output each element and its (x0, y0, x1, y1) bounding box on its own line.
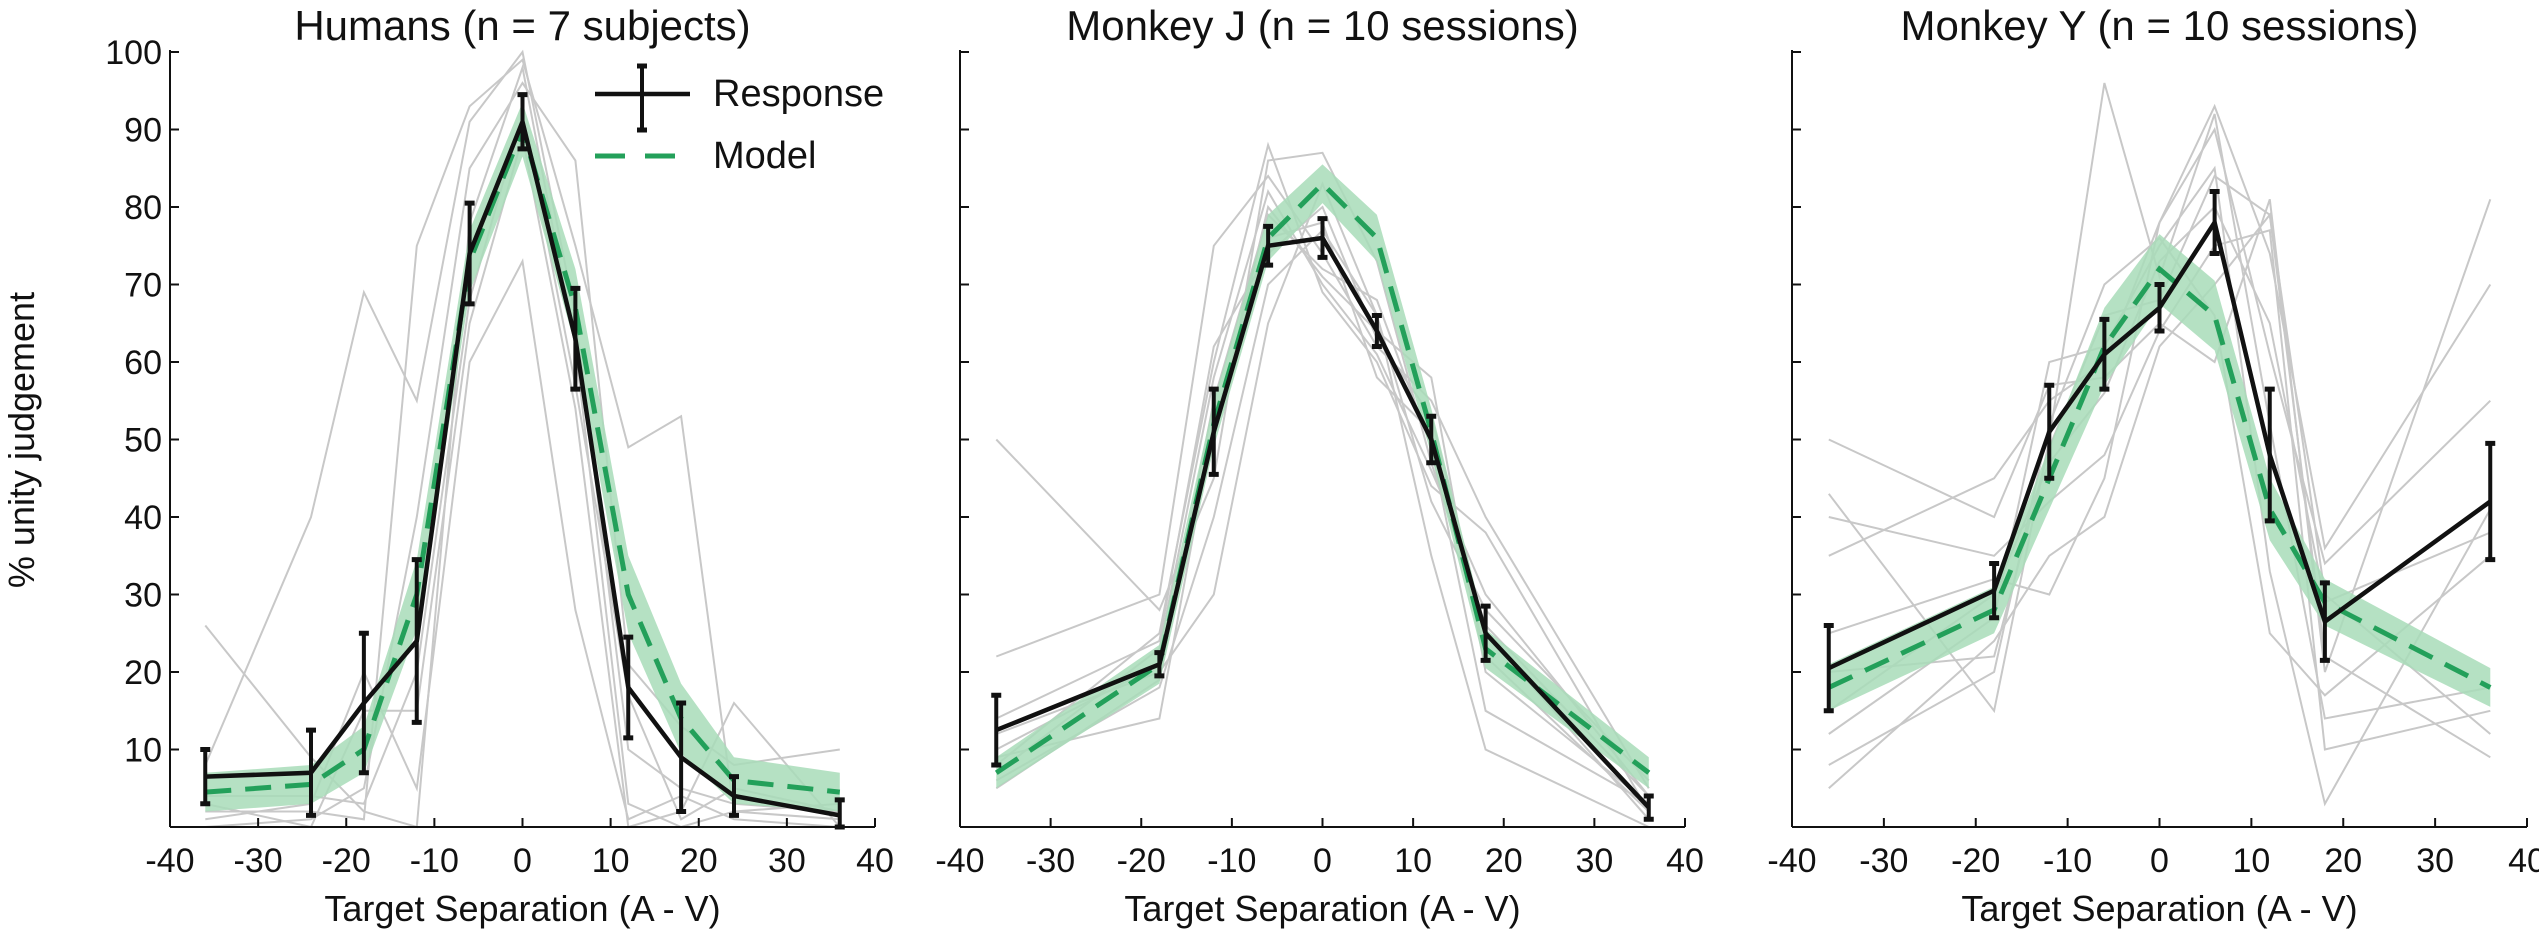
model-band (205, 102, 840, 812)
x-tick-label: 30 (768, 842, 806, 880)
model-line (205, 121, 841, 795)
x-tick-label: -40 (145, 842, 194, 880)
x-tick-label: 20 (680, 842, 718, 880)
x-tick-label: 0 (1313, 842, 1332, 880)
x-tick-label: -40 (935, 842, 984, 880)
legend-response-label: Response (713, 73, 884, 115)
y-tick-label: 30 (124, 577, 162, 615)
error-bar (306, 727, 316, 818)
y-tick-label: 50 (124, 422, 162, 460)
error-bar (729, 774, 739, 818)
y-tick-label: 80 (124, 189, 162, 227)
x-tick-label: 30 (2416, 842, 2454, 880)
x-tick-label: 30 (1575, 842, 1613, 880)
error-bar (1823, 623, 1834, 714)
individual-trace (205, 258, 840, 828)
x-tick-label: -30 (234, 842, 283, 880)
x-tick-label: 0 (2150, 842, 2169, 880)
individual-trace (1828, 103, 2492, 635)
x-tick-label: -10 (410, 842, 459, 880)
error-bar (200, 747, 211, 807)
x-tick-label: 40 (2508, 842, 2539, 880)
legend-model-label: Model (713, 135, 817, 177)
x-tick-label: -10 (1207, 842, 1256, 880)
error-bar (411, 557, 422, 725)
error-bar (1154, 650, 1165, 679)
error-bar (1208, 386, 1219, 477)
individual-trace (995, 188, 1650, 797)
error-bar (1643, 793, 1654, 822)
error-bar (1317, 216, 1328, 260)
error-bar (1263, 223, 1274, 268)
x-tick-label: -20 (1117, 842, 1166, 880)
individual-trace (205, 113, 841, 821)
x-tick-label: -30 (1026, 842, 1075, 880)
error-bar (2264, 386, 2275, 524)
error-bar (623, 634, 634, 741)
individual-trace (204, 63, 840, 829)
individual-trace (205, 58, 840, 821)
x-tick-label: -20 (1951, 842, 2000, 880)
panel-1: 10 20 30 40 50 60 70 80 90 100 -40 -30 -20 -10 0 10 20 30… (105, 2, 894, 929)
x-tick-label: -10 (2043, 842, 2092, 880)
error-bar (358, 630, 369, 776)
panel-2: -40 -30 -20 -10 0 10 20 30 40 Monkey J (n = 10 se… (935, 2, 1703, 929)
error-bar (2044, 382, 2055, 481)
x-tick-label: 40 (1666, 842, 1704, 880)
panel-title: Monkey J (n = 10 sessions) (1066, 2, 1578, 49)
y-tick-label: 90 (124, 112, 162, 150)
x-tick-label: 10 (2232, 842, 2270, 880)
panel-3: -40 -30 -20 -10 0 10 20 30 40 Monkey Y (n = 10 se… (1767, 2, 2539, 929)
y-tick-label: 10 (124, 732, 162, 770)
x-tick-label: -20 (322, 842, 371, 880)
x-axis-label: Target Separation (A - V) (324, 888, 720, 929)
error-bar (1989, 561, 2000, 621)
y-tick-label: 20 (124, 654, 162, 692)
model-line (1827, 265, 2492, 690)
individual-trace (205, 137, 841, 829)
y-tick-label: 100 (105, 34, 162, 72)
error-bar (1426, 413, 1437, 466)
x-tick-label: 0 (513, 842, 532, 880)
x-tick-label: -40 (1767, 842, 1816, 880)
individual-trace (995, 228, 1650, 828)
y-tick-label: 70 (124, 267, 162, 305)
y-tick-label: 40 (124, 499, 162, 537)
error-bar (1371, 313, 1382, 349)
error-bar (517, 92, 528, 152)
error-bar (991, 692, 1002, 768)
individual-trace (995, 205, 1650, 820)
error-bar (2485, 440, 2496, 563)
error-bar (2319, 580, 2330, 663)
error-bar (1480, 603, 1491, 663)
x-axis-label: Target Separation (A - V) (1124, 888, 1520, 929)
panel-title: Humans (n = 7 subjects) (294, 2, 750, 49)
error-bar (676, 700, 687, 814)
legend: Response Model (595, 63, 884, 177)
error-bar (2154, 282, 2165, 334)
individual-trace (204, 49, 840, 813)
y-axis-label: % unity judgement (1, 292, 42, 588)
x-tick-label: 20 (1485, 842, 1523, 880)
error-bar (2209, 189, 2220, 256)
error-bar (464, 200, 475, 307)
error-bar (2099, 316, 2110, 392)
y-tick-label: 60 (124, 344, 162, 382)
x-tick-label: -30 (1859, 842, 1908, 880)
x-axis-label: Target Separation (A - V) (1961, 888, 2357, 929)
x-tick-label: 10 (592, 842, 630, 880)
response-line (205, 114, 841, 818)
panel-title: Monkey Y (n = 10 sessions) (1901, 2, 2419, 49)
x-tick-label: 20 (2324, 842, 2362, 880)
x-tick-label: 10 (1394, 842, 1432, 880)
error-bar (570, 285, 581, 392)
x-tick-label: 40 (856, 842, 894, 880)
